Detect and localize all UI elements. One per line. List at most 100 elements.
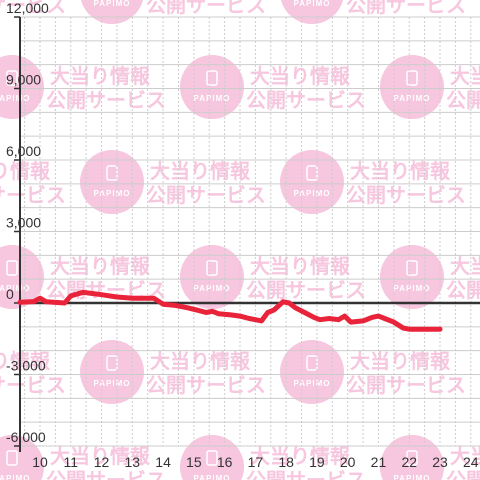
- x-tick-label: 12: [94, 454, 110, 470]
- watermark-line2: 公開サービス: [46, 469, 166, 480]
- watermark-line2: 公開サービス: [246, 89, 366, 112]
- y-tick-label: -6,000: [6, 429, 46, 445]
- x-tick-label: 10: [32, 454, 48, 470]
- y-tick-label: 9,000: [6, 72, 41, 88]
- x-tick-label: 11: [63, 454, 78, 470]
- watermark-line2: 公開サービス: [246, 279, 366, 302]
- watermark-logo-icon: [180, 245, 244, 309]
- watermark-line2: 公開サービス: [146, 374, 266, 397]
- x-tick-label: 17: [248, 454, 264, 470]
- tick-labels: 12,000 9,000 6,000 3,000 0 -3,000 -6,000 10 11 12…: [6, 0, 479, 470]
- watermark-brand: PAPIMO: [394, 284, 431, 293]
- watermark-line1: 大当り情報: [350, 159, 451, 183]
- watermark-logo-icon: [180, 55, 244, 119]
- watermark-line1: 大当り情報: [0, 349, 51, 373]
- x-tick-label: 19: [309, 454, 325, 470]
- watermark-line1: 大当り情報: [50, 444, 151, 468]
- watermark-line1: 大当り情報: [150, 159, 251, 183]
- watermark-line2: 公開サービス: [146, 184, 266, 207]
- x-tick-label: 13: [125, 454, 141, 470]
- x-tick-label: 20: [340, 454, 356, 470]
- axes: [14, 16, 480, 452]
- watermark-line2: 公開サービス: [346, 0, 466, 17]
- watermark-brand: PAPIMO: [394, 94, 431, 103]
- watermark-brand: PAPIMO: [394, 474, 431, 480]
- watermark-phone-icon: [6, 450, 18, 466]
- watermark-line2: 公開サービス: [346, 374, 466, 397]
- watermark-logo-icon: [81, 0, 143, 24]
- watermark-logo-icon: [380, 55, 444, 119]
- watermark-phone-icon: [206, 450, 218, 466]
- x-tick-label: 14: [155, 454, 171, 470]
- watermark-brand: PAPIMO: [294, 0, 331, 8]
- watermark-line2: 公開サービス: [46, 89, 166, 112]
- watermark-logo-icon: [280, 150, 344, 214]
- series-line-1: [17, 289, 443, 332]
- watermark-line2: 公開サービス: [346, 184, 466, 207]
- watermark-line1: 大当り情報: [50, 64, 151, 88]
- y-tick-label: 0: [6, 286, 14, 302]
- watermark-logo-icon: [281, 0, 343, 24]
- x-tick-label: 24: [463, 454, 479, 470]
- y-tick-label: 12,000: [6, 0, 49, 16]
- watermark-brand: PAPIMO: [294, 189, 331, 198]
- watermark-phone-icon: [6, 260, 18, 276]
- watermark-line1: 大当り情報: [250, 254, 351, 278]
- watermark-phone-icon: [406, 450, 418, 466]
- grid-lines: [20, 16, 480, 447]
- watermark-brand: PAPIMO: [0, 94, 30, 103]
- watermark-line1: 大当り情報: [450, 64, 480, 88]
- watermark-logo-icon: [80, 150, 144, 214]
- watermark-line1: 大当り情報: [0, 159, 51, 183]
- watermark-phone-icon: [406, 260, 418, 276]
- watermark-brand: PAPIMO: [294, 379, 331, 388]
- y-tick-label: 3,000: [6, 215, 41, 231]
- x-tick-label: 23: [432, 454, 448, 470]
- watermark-brand: PAPIMO: [0, 474, 30, 480]
- watermark-phone-icon: [206, 70, 218, 86]
- watermark-line2: 公開サービス: [0, 0, 66, 17]
- watermark-logo-icon: [380, 245, 444, 309]
- watermark-line1: 大当り情報: [250, 444, 351, 468]
- watermark-brand: PAPIMO: [94, 379, 131, 388]
- x-tick-label: 18: [278, 454, 294, 470]
- y-tick-label: -3,000: [6, 358, 46, 374]
- watermark-line2: 公開サービス: [446, 89, 480, 112]
- watermark-brand: PAPIMO: [0, 284, 30, 293]
- watermark-line2: 公開サービス: [246, 469, 366, 480]
- watermark-logo-icon: [280, 340, 344, 404]
- watermark-line2: 公開サービス: [446, 469, 480, 480]
- watermark-line1: 大当り情報: [150, 349, 251, 373]
- watermark-brand: PAPIMO: [94, 189, 131, 198]
- x-tick-label: 16: [217, 454, 233, 470]
- watermark-brand: PAPIMO: [194, 94, 231, 103]
- watermark-phone-icon: [6, 70, 18, 86]
- watermark-line1: 大当り情報: [450, 254, 480, 278]
- watermark-line1: 大当り情報: [250, 64, 351, 88]
- watermark-brand: PAPIMO: [94, 0, 131, 8]
- series-layer: [17, 289, 443, 332]
- x-tick-label: 22: [401, 454, 417, 470]
- x-tick-label: 15: [186, 454, 202, 470]
- y-tick-label: 6,000: [6, 143, 41, 159]
- watermark-line2: 公開サービス: [146, 0, 266, 17]
- watermark-line2: 公開サービス: [0, 374, 66, 397]
- watermark-line2: 公開サービス: [446, 279, 480, 302]
- watermark-line1: 大当り情報: [450, 444, 480, 468]
- watermark-line1: 大当り情報: [350, 349, 451, 373]
